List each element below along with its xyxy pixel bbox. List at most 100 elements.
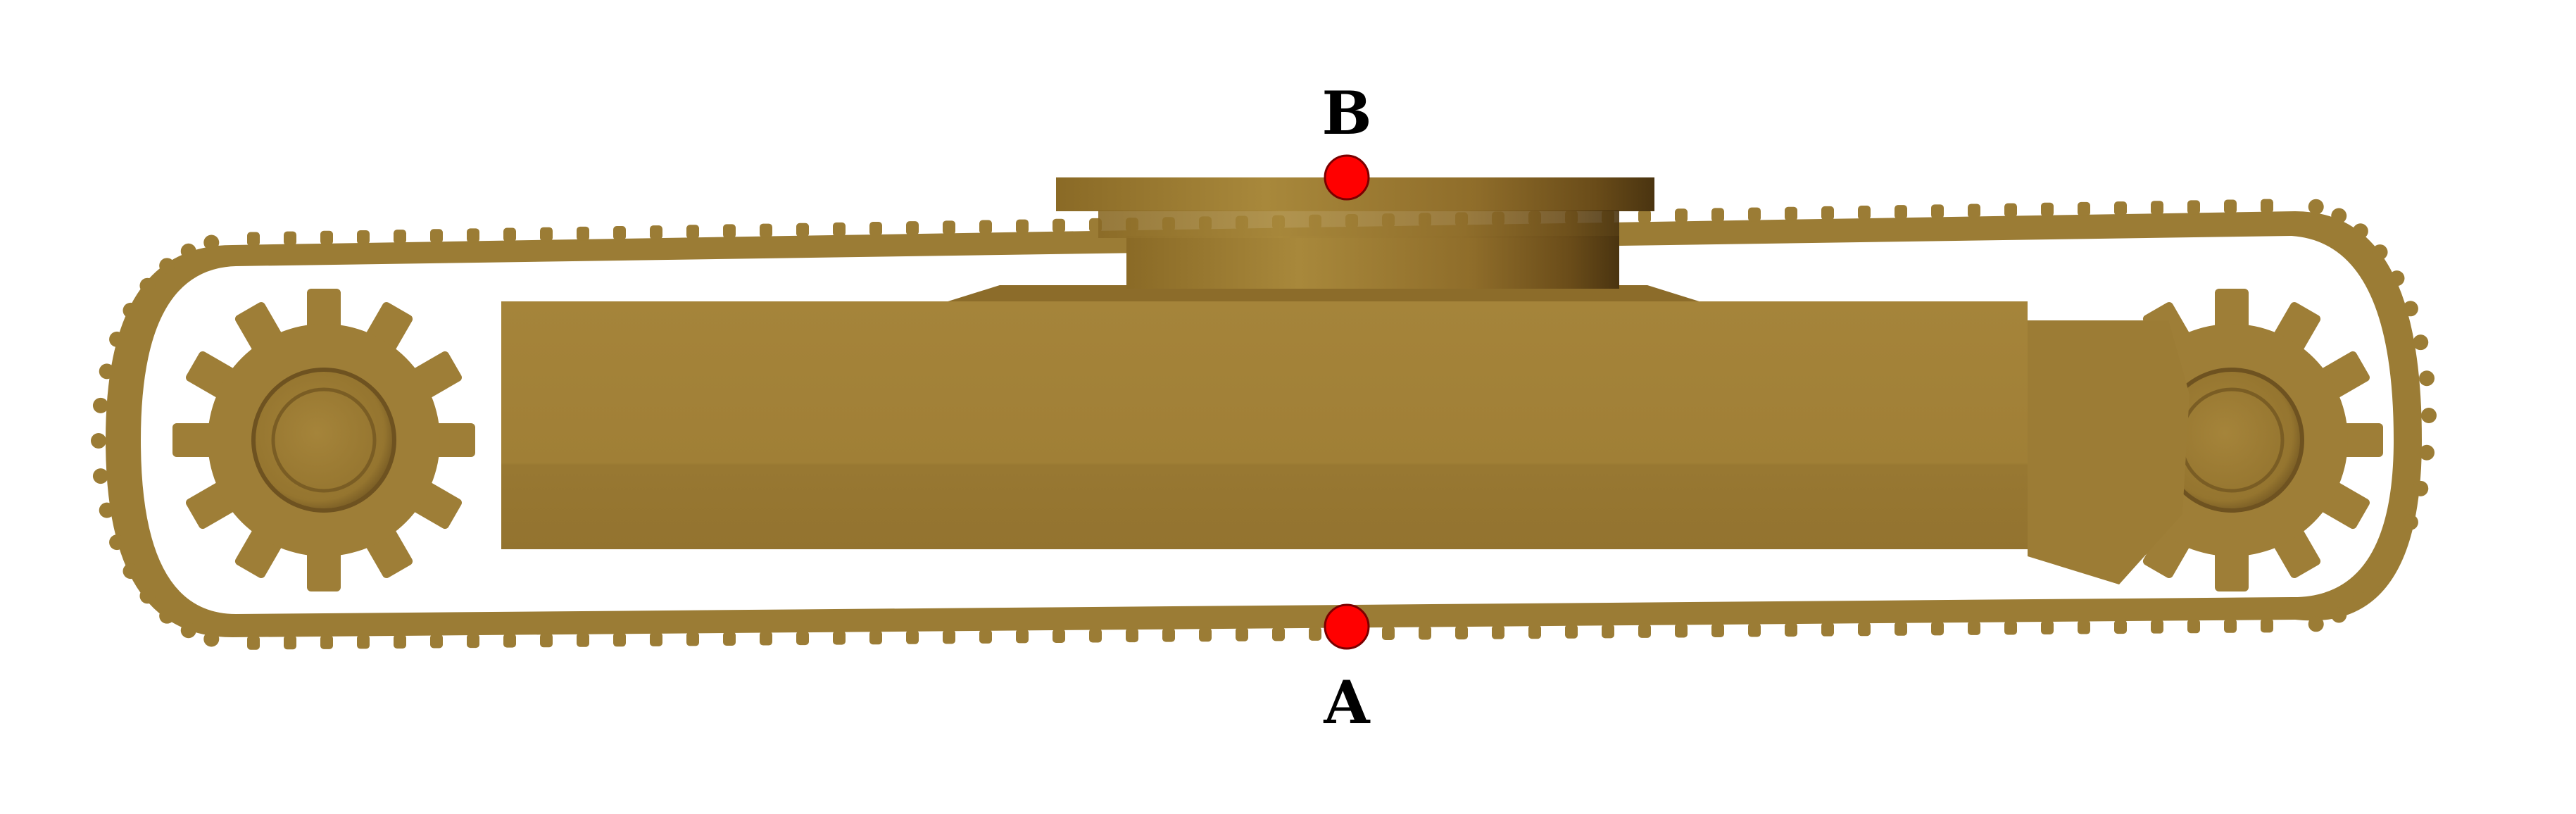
track-tooth	[467, 634, 479, 649]
track-tooth	[99, 363, 115, 380]
track-tooth	[394, 230, 406, 244]
track-tooth	[180, 243, 196, 259]
track-frame	[501, 285, 2028, 549]
track-tooth	[139, 588, 156, 604]
track-tooth	[760, 223, 772, 238]
track-tooth	[869, 222, 882, 237]
track-tooth	[357, 230, 370, 244]
track-tooth	[1968, 204, 1980, 218]
track-tooth	[1565, 624, 1578, 639]
track-tooth	[906, 630, 919, 644]
track-tooth	[1126, 628, 1138, 643]
track-tooth	[1895, 621, 1907, 636]
track-tooth	[1675, 623, 1688, 638]
track-tooth	[2041, 620, 2054, 635]
track-tooth	[577, 632, 589, 647]
track-tooth	[1492, 625, 1504, 639]
track-tooth	[1748, 207, 1761, 222]
track-tooth	[760, 631, 772, 646]
track-tooth	[2413, 334, 2429, 351]
track-tooth	[122, 563, 139, 580]
tensioner-arm	[2028, 320, 2189, 584]
track-tooth	[2402, 301, 2418, 317]
track-tooth	[1199, 627, 1212, 642]
track-tooth	[2114, 620, 2127, 634]
point-b-marker	[1324, 154, 1370, 201]
track-tooth	[2308, 616, 2324, 632]
track-tooth	[650, 632, 662, 646]
track-tooth	[1858, 206, 1871, 220]
track-tooth	[2372, 570, 2388, 587]
track-tooth	[723, 631, 736, 646]
track-tooth	[2413, 480, 2429, 496]
track-tooth	[723, 224, 736, 239]
track-tooth	[2224, 199, 2237, 214]
track-tooth	[1931, 621, 1944, 636]
track-tooth	[203, 631, 220, 647]
track-tooth	[2372, 244, 2388, 261]
track-tooth	[1602, 624, 1614, 639]
left-sprocket	[172, 289, 475, 591]
track-tooth	[2004, 620, 2017, 635]
track-tooth	[2389, 544, 2405, 561]
track-tooth	[1309, 626, 1321, 641]
track-tooth	[613, 225, 626, 240]
track-tooth	[686, 632, 699, 646]
track-tooth	[2389, 270, 2405, 287]
track-tooth	[796, 631, 809, 646]
track-tooth	[2078, 201, 2090, 216]
right-sprocket-teeth	[2142, 289, 2383, 591]
track-tooth	[1162, 627, 1175, 642]
track-tooth	[1821, 206, 1834, 220]
track-tooth	[122, 302, 139, 318]
track-tooth	[1748, 622, 1761, 637]
track-tooth	[869, 630, 882, 645]
frame-body	[501, 301, 2028, 549]
sprocket-tooth	[307, 546, 341, 591]
track-tooth	[2331, 208, 2347, 224]
track-tooth	[906, 221, 919, 236]
track-tooth	[2421, 408, 2437, 423]
track-tooth	[540, 227, 553, 242]
track-teeth	[91, 199, 2437, 650]
track-tooth	[1272, 627, 1285, 641]
track-tooth	[2187, 200, 2200, 215]
track-tooth	[139, 277, 156, 294]
track-tooth	[92, 397, 108, 413]
track-tooth	[320, 230, 333, 245]
sprocket-tooth	[2215, 546, 2249, 591]
track-tooth	[1455, 625, 1468, 640]
track-tooth	[650, 225, 662, 240]
track-tooth	[99, 502, 115, 518]
track-tooth	[2078, 620, 2090, 634]
track-tooth	[1785, 622, 1797, 637]
track-tooth	[833, 630, 846, 645]
track-tooth	[2331, 607, 2347, 623]
track-tooth	[2004, 203, 2017, 218]
track-tooth	[1089, 628, 1102, 643]
track-tooth	[2261, 618, 2273, 633]
track-tooth	[109, 534, 125, 551]
point-a: A	[1323, 603, 1371, 737]
track-tooth	[686, 225, 699, 239]
track-tooth	[92, 468, 108, 484]
sprocket-tooth	[2215, 289, 2249, 334]
frame-top-bevel	[943, 285, 1704, 303]
track-tooth	[1419, 625, 1431, 640]
track-tooth	[2419, 370, 2435, 387]
point-a-marker	[1324, 603, 1370, 650]
track-tooth	[1638, 209, 1651, 224]
track-tooth	[284, 635, 296, 650]
track-tooth	[203, 234, 220, 251]
track-tooth	[2114, 201, 2127, 216]
track-tooth	[1858, 622, 1871, 637]
track-tooth	[2224, 618, 2237, 633]
track-tooth	[1675, 208, 1688, 223]
track-tooth	[943, 220, 955, 235]
track-tooth	[2151, 201, 2163, 215]
track-tooth	[430, 229, 443, 244]
track-tooth	[2419, 444, 2435, 461]
track-tooth	[1785, 206, 1797, 221]
sprocket-tooth	[307, 289, 341, 334]
